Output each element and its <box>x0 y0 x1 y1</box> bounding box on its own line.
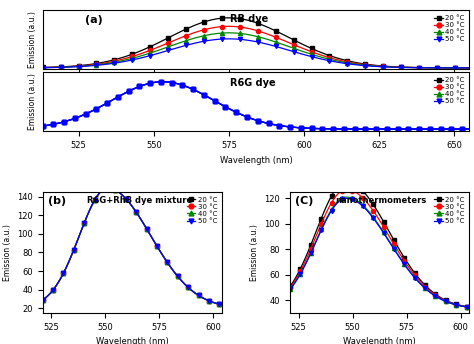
Y-axis label: Emission (a.u.): Emission (a.u.) <box>28 73 37 130</box>
Text: R6G dye: R6G dye <box>230 78 276 88</box>
Legend: 20 °C, 30 °C, 40 °C, 50 °C: 20 °C, 30 °C, 40 °C, 50 °C <box>433 14 466 44</box>
Legend: 20 °C, 30 °C, 40 °C, 50 °C: 20 °C, 30 °C, 40 °C, 50 °C <box>433 195 466 225</box>
Y-axis label: Emission (a.u.): Emission (a.u.) <box>28 11 37 68</box>
Text: (a): (a) <box>85 15 103 25</box>
Text: R6G+RhB dye mixture: R6G+RhB dye mixture <box>88 196 193 205</box>
Text: nanothermometers: nanothermometers <box>335 196 426 205</box>
X-axis label: Wavelength (nm): Wavelength (nm) <box>96 337 169 344</box>
Y-axis label: Emission (a.u.): Emission (a.u.) <box>3 224 12 281</box>
Text: RB dye: RB dye <box>230 14 269 24</box>
Legend: 20 °C, 30 °C, 40 °C, 50 °C: 20 °C, 30 °C, 40 °C, 50 °C <box>186 195 219 225</box>
Text: (C): (C) <box>295 196 314 206</box>
X-axis label: Wavelength (nm): Wavelength (nm) <box>219 156 292 165</box>
Y-axis label: Emission (a.u.): Emission (a.u.) <box>250 224 259 281</box>
Text: (b): (b) <box>48 196 66 206</box>
X-axis label: Wavelength (nm): Wavelength (nm) <box>343 337 416 344</box>
Legend: 20 °C, 30 °C, 40 °C, 50 °C: 20 °C, 30 °C, 40 °C, 50 °C <box>433 76 466 106</box>
